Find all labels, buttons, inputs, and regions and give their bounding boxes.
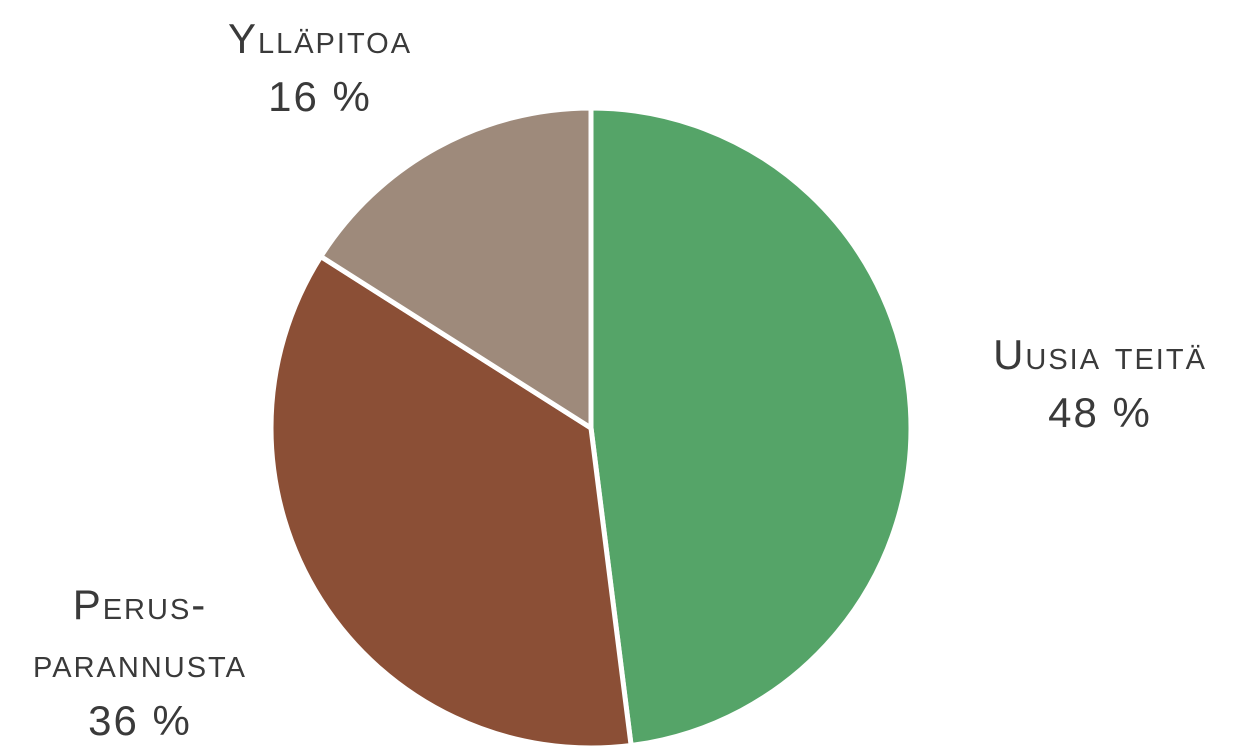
value-label: 36 % — [88, 697, 192, 744]
slice-label: Ylläpitoa 16 % — [170, 10, 470, 126]
category-label: Perus-parannusta — [33, 581, 247, 686]
pie-slice — [588, 105, 914, 748]
slice-label: Perus-parannusta 36 % — [10, 576, 270, 750]
pie-slice — [318, 105, 594, 431]
value-label: 16 % — [268, 73, 372, 120]
slice-label: Uusia teitä 48 % — [960, 326, 1240, 442]
pie-slice — [268, 254, 634, 751]
category-label: Ylläpitoa — [227, 15, 413, 62]
category-label: Uusia teitä — [993, 331, 1207, 378]
value-label: 48 % — [1048, 389, 1152, 436]
